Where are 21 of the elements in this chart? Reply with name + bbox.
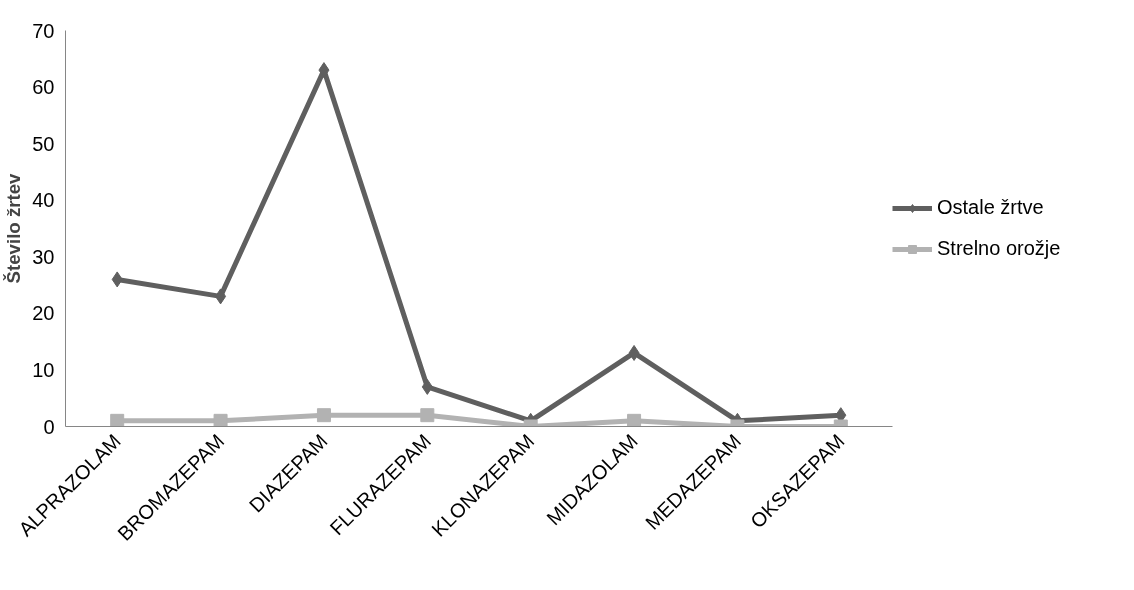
point: [215, 288, 227, 305]
point: [420, 408, 435, 423]
legend-label: Ostale žrtve: [937, 196, 1044, 219]
point: [318, 62, 330, 79]
point: [627, 413, 642, 427]
legend-label: Strelno orožje: [937, 237, 1061, 260]
point: [316, 408, 331, 423]
point: [213, 413, 228, 427]
y-tick-label: 0: [43, 415, 55, 438]
point: [421, 378, 433, 395]
y-tick-label: 20: [32, 302, 55, 325]
y-tick-label: 50: [32, 132, 55, 155]
y-tick-label: 10: [32, 358, 55, 381]
point: [110, 413, 125, 427]
y-tick-label: 30: [32, 245, 55, 268]
y-tick-label: 40: [32, 189, 55, 212]
point: [628, 344, 640, 361]
y-tick-label: 60: [32, 76, 55, 99]
y-axis-title: Število žrtev: [3, 172, 25, 284]
y-tick-label: 70: [32, 19, 55, 42]
point: [111, 271, 123, 288]
